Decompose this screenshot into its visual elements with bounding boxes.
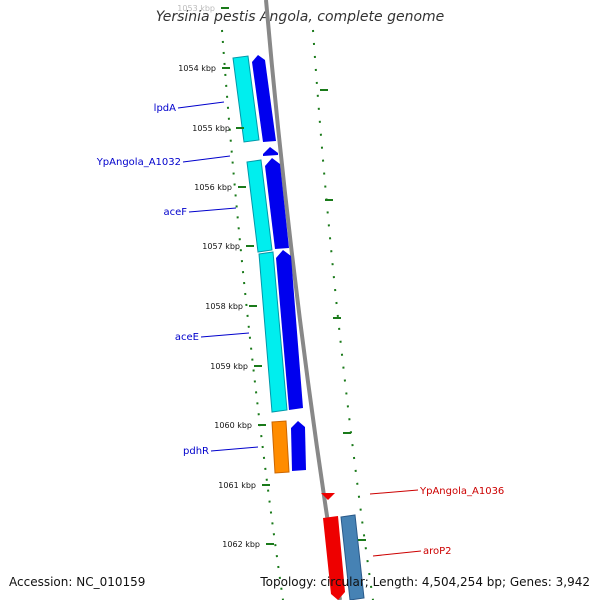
tick-label: 1059 kbp: [210, 362, 248, 371]
gene-pdhR[interactable]: [271, 420, 290, 474]
label-pointer-line: [177, 101, 225, 109]
tick-label: 1055 kbp: [192, 124, 230, 133]
tick-label: 1054 kbp: [178, 64, 216, 73]
gene-label[interactable]: aceE: [175, 332, 199, 343]
label-pointer-line: [369, 489, 419, 495]
label-pointer-line: [188, 207, 237, 213]
gene-label[interactable]: aroP2: [423, 546, 452, 557]
tick-label: 1056 kbp: [194, 183, 232, 192]
label-pointer-line: [210, 446, 259, 452]
gene-label[interactable]: YpAngola_A1032: [96, 157, 181, 168]
cds-aceE-arrow[interactable]: [276, 250, 303, 410]
genome-backbone: [264, 0, 342, 600]
tick-label: 1058 kbp: [205, 302, 243, 311]
tick-marks: 1053 kbp 1054 kbp 1055 kbp 1056 kbp 1057 kbp…: [177, 4, 366, 549]
gene-label[interactable]: pdhR: [183, 446, 209, 457]
cds-lpdA-arrow[interactable]: [252, 55, 276, 142]
cds-pdhR-arrow[interactable]: [291, 421, 306, 471]
gene-labels: lpdA YpAngola_A1032 aceF aceE pdhR YpAngola_A…: [96, 101, 504, 557]
gene-label[interactable]: aceF: [163, 207, 187, 218]
tick-label: 1060 kbp: [214, 421, 252, 430]
tick-label: 1061 kbp: [218, 481, 256, 490]
cds-YpAngola_A1036-arrow[interactable]: [321, 493, 335, 500]
label-pointer-line: [182, 155, 231, 163]
tick-label: 1062 kbp: [222, 540, 260, 549]
map-title: Yersinia pestis Angola, complete genome: [155, 9, 445, 25]
gene-label[interactable]: lpdA: [154, 103, 176, 114]
gene-aceF[interactable]: [246, 159, 273, 253]
tick-label: 1053 kbp: [177, 4, 215, 13]
cds-aroP2-arrow[interactable]: [323, 516, 345, 600]
tick-label: 1057 kbp: [202, 242, 240, 251]
gene-aroP2[interactable]: [340, 514, 365, 600]
label-pointer-line: [200, 332, 250, 338]
accession-label: Accession: NC_010159: [9, 575, 146, 589]
gene-lpdA[interactable]: [232, 55, 260, 143]
genome-summary-label: Topology: circular; Length: 4,504,254 bp…: [260, 575, 590, 589]
cds-YpAngola_A1032-arrow[interactable]: [263, 147, 278, 156]
cds-aceF-arrow[interactable]: [265, 158, 289, 249]
label-pointer-line: [372, 550, 422, 557]
gene-aceE[interactable]: [258, 251, 288, 413]
outer-tick-ring: [312, 29, 374, 600]
gene-label[interactable]: YpAngola_A1036: [419, 486, 504, 497]
